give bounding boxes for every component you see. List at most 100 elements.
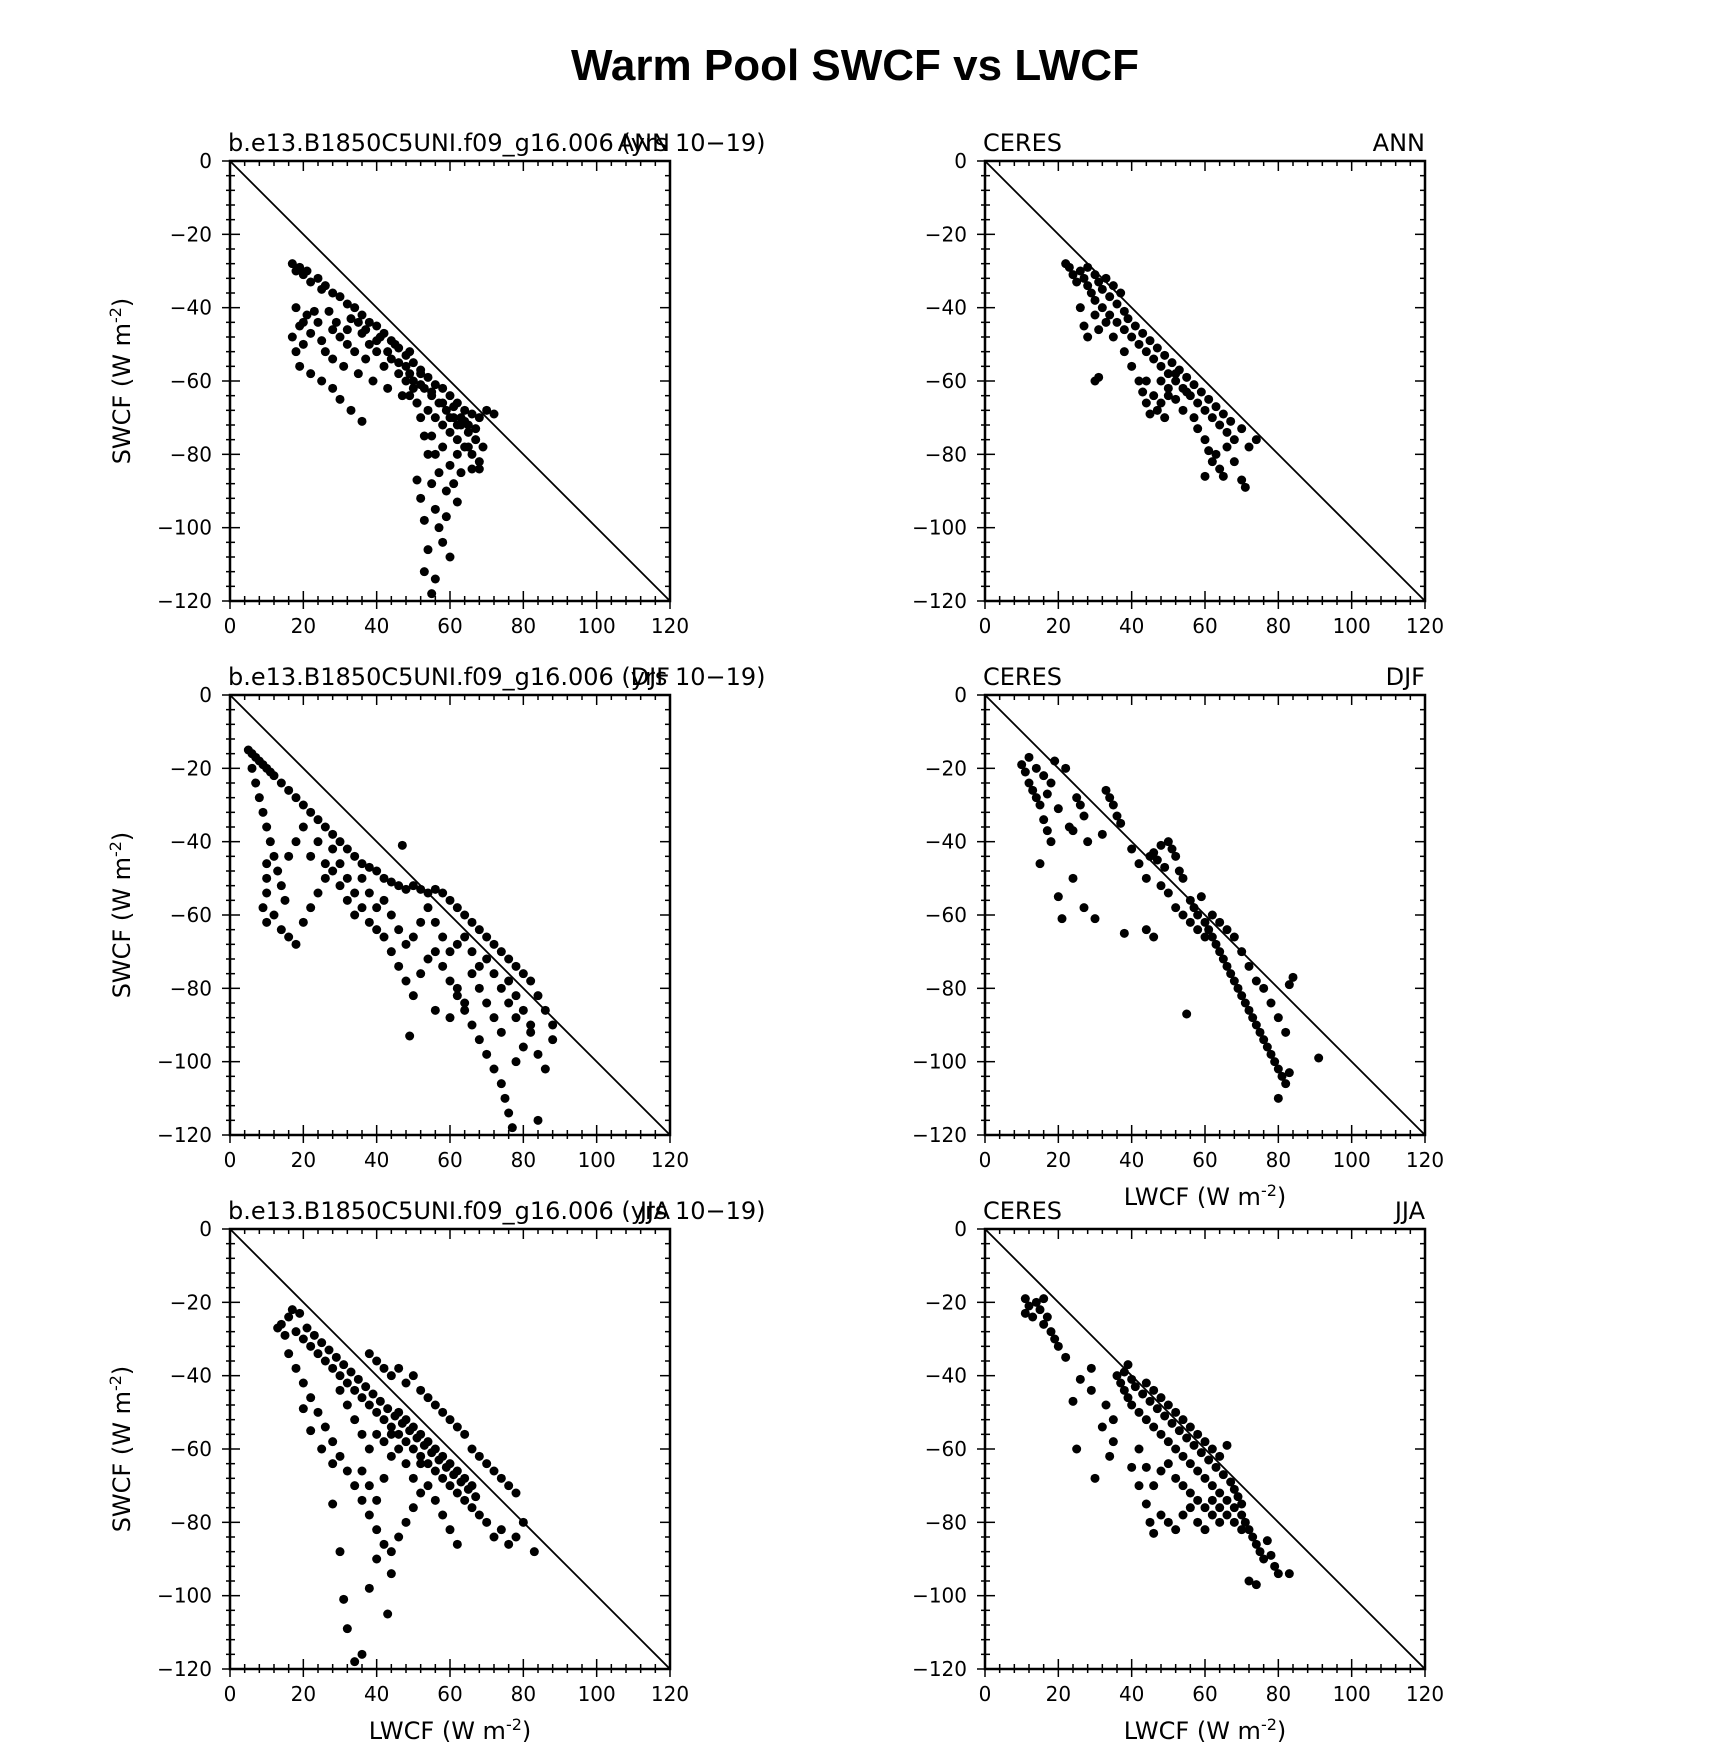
scatter-point	[467, 917, 477, 927]
scatter-point	[445, 895, 455, 905]
scatter-point	[1152, 1404, 1162, 1414]
scatter-point	[295, 262, 305, 272]
scatter-point	[1141, 1415, 1151, 1425]
x-tick-label: 40	[1119, 1682, 1144, 1706]
scatter-point	[1079, 273, 1089, 283]
scatter-point	[302, 1323, 312, 1333]
scatter-point	[401, 1378, 411, 1388]
panel-title-right: ANN	[618, 129, 670, 157]
scatter-panel-2: 0 20 40 60 80 100 120 0 −20 −40 −60 −80 −100 −120 CERE…	[912, 129, 1444, 638]
x-tick-label: 60	[437, 1682, 462, 1706]
scatter-point	[1259, 1035, 1269, 1045]
scatter-point	[474, 464, 484, 474]
scatter-point	[320, 281, 330, 291]
scatter-point	[412, 398, 422, 408]
scatter-point	[361, 1382, 371, 1392]
scatter-point	[328, 1459, 338, 1469]
scatter-point	[1204, 925, 1214, 935]
scatter-point	[526, 1020, 536, 1030]
scatter-point	[430, 574, 440, 584]
scatter-point	[401, 1437, 411, 1447]
scatter-point	[265, 837, 275, 847]
x-tick-label: 20	[291, 1148, 316, 1172]
scatter-point	[1105, 793, 1115, 803]
scatter-point	[386, 1569, 396, 1579]
scatter-point	[1281, 1079, 1291, 1089]
scatter-point	[291, 837, 301, 847]
scatter-point	[1215, 1503, 1225, 1513]
scatter-point	[1167, 358, 1177, 368]
scatter-point	[408, 1444, 418, 1454]
scatter-point	[394, 1429, 404, 1439]
scatter-point	[1119, 306, 1129, 316]
panel-title-right: JJA	[1393, 1197, 1426, 1225]
scatter-point	[1035, 1305, 1045, 1315]
scatter-point	[1149, 1481, 1159, 1491]
scatter-point	[1130, 321, 1140, 331]
scatter-point	[335, 1547, 345, 1557]
scatter-point	[1053, 1341, 1063, 1351]
scatter-point	[372, 1407, 382, 1417]
scatter-point	[1200, 1473, 1210, 1483]
x-tick-label: 20	[1046, 614, 1071, 638]
y-tick-label: −40	[925, 1364, 967, 1388]
x-tick-label: 60	[1192, 614, 1217, 638]
scatter-point	[445, 413, 455, 423]
scatter-point	[1211, 1462, 1221, 1472]
scatter-point	[364, 917, 374, 927]
scatter-point	[386, 1451, 396, 1461]
scatter-point	[342, 1400, 352, 1410]
scatter-point	[438, 398, 448, 408]
scatter-point	[1185, 1459, 1195, 1469]
scatter-point	[427, 387, 437, 397]
scatter-point	[1112, 811, 1122, 821]
scatter-point	[1108, 332, 1118, 342]
panel-title-right: DJF	[1386, 663, 1425, 691]
scatter-point	[298, 339, 308, 349]
scatter-point	[1149, 932, 1159, 942]
scatter-point	[1068, 1396, 1078, 1406]
scatter-point	[540, 1005, 550, 1015]
scatter-point	[361, 325, 371, 335]
scatter-point	[386, 1371, 396, 1381]
y-tick-label: −20	[925, 756, 967, 780]
scatter-point	[548, 1035, 558, 1045]
scatter-point	[416, 1451, 426, 1461]
scatter-point	[452, 939, 462, 949]
scatter-point	[1127, 1374, 1137, 1384]
scatter-point	[1145, 1517, 1155, 1527]
scatter-point	[346, 314, 356, 324]
scatter-point	[317, 336, 327, 346]
scatter-point	[1101, 1400, 1111, 1410]
scatter-point	[1138, 328, 1148, 338]
scatter-point	[423, 1459, 433, 1469]
scatter-point	[372, 336, 382, 346]
scatter-point	[1127, 1400, 1137, 1410]
scatter-point	[1075, 303, 1085, 313]
scatter-point	[474, 413, 484, 423]
y-tick-label: −40	[925, 296, 967, 320]
scatter-point	[1178, 910, 1188, 920]
y-tick-label: −60	[925, 369, 967, 393]
scatter-point	[1255, 1547, 1265, 1557]
scatter-point	[287, 1305, 297, 1315]
scatter-point	[1024, 778, 1034, 788]
scatter-point	[1031, 793, 1041, 803]
scatter-point	[1138, 1389, 1148, 1399]
scatter-point	[1229, 1517, 1239, 1527]
scatter-point	[463, 442, 473, 452]
scatter-point	[1112, 317, 1122, 327]
scatter-point	[328, 1363, 338, 1373]
y-tick-label: 0	[199, 683, 212, 707]
y-tick-label: 0	[199, 149, 212, 173]
scatter-point	[372, 1429, 382, 1439]
scatter-point	[1222, 1440, 1232, 1450]
scatter-point	[1207, 932, 1217, 942]
scatter-point	[328, 844, 338, 854]
scatter-point	[452, 991, 462, 1001]
scatter-point	[401, 376, 411, 386]
scatter-point	[1196, 892, 1206, 902]
scatter-point	[1259, 1554, 1269, 1564]
scatter-point	[467, 1444, 477, 1454]
scatter-point	[1163, 837, 1173, 847]
